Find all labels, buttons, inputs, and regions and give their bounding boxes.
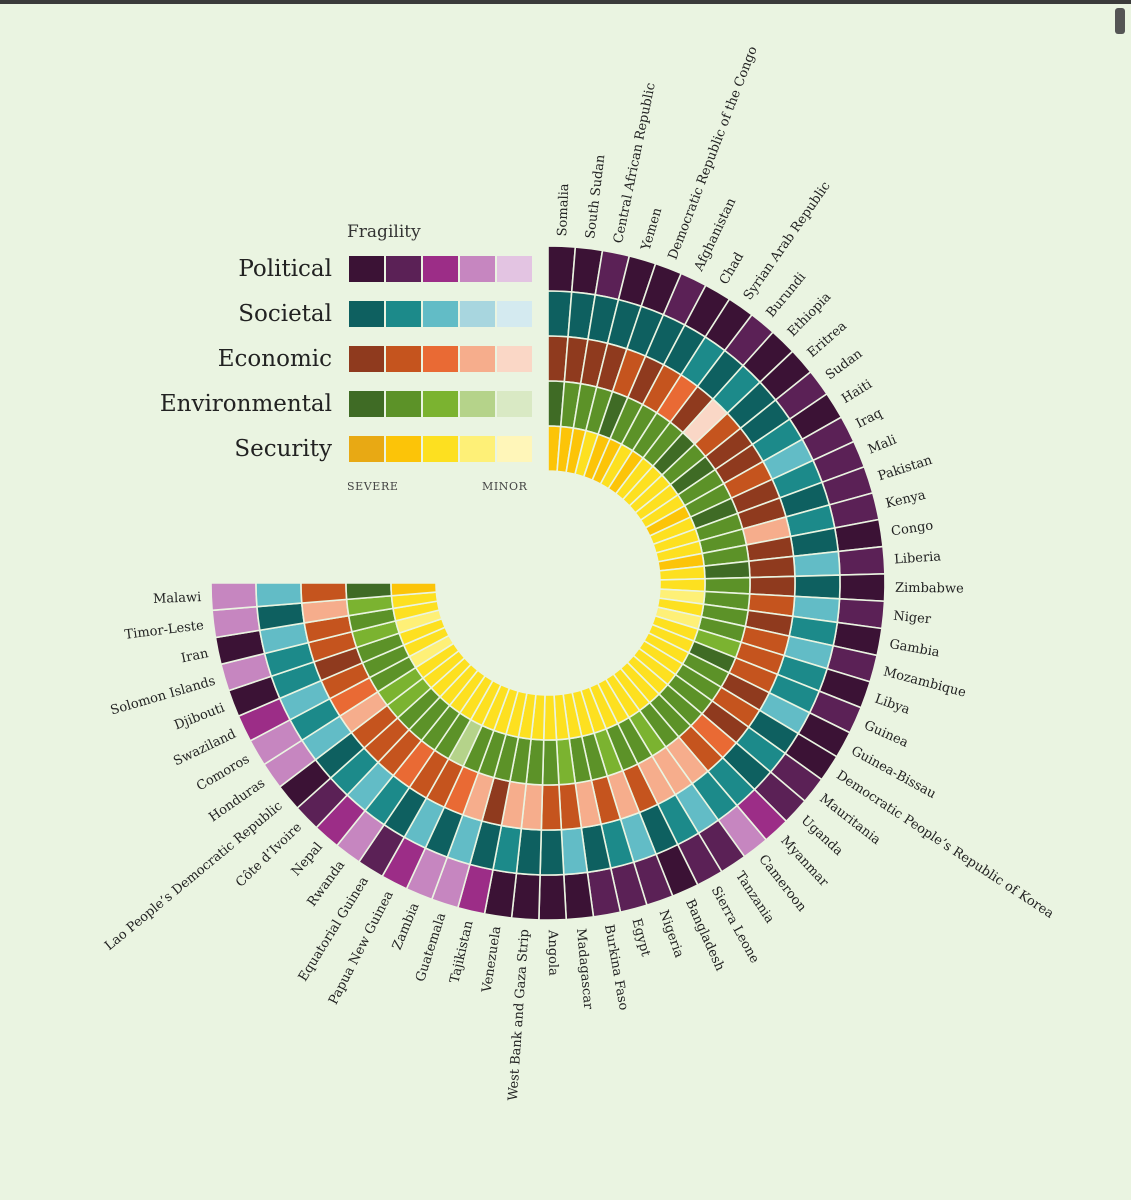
country-label: Liberia: [894, 549, 942, 567]
country-label: Kenya: [884, 488, 927, 512]
cell-societal: [792, 550, 841, 578]
country-label: Angola: [545, 929, 561, 976]
country-label: Sudan: [823, 346, 866, 383]
cell-economic: [748, 575, 796, 598]
country-label: Pakistan: [876, 453, 934, 485]
country-labels: Somalia South Sudan Central African Republ…: [102, 44, 1056, 1101]
country-label: Yemen: [638, 206, 665, 254]
country-label: Equatorial Guinea: [296, 874, 372, 984]
country-label: Mozambique: [882, 665, 968, 701]
cell-political: [210, 582, 258, 612]
cell-environmental: [541, 738, 560, 786]
country-label: Burkina Faso: [601, 923, 631, 1011]
ring-cells: [210, 245, 886, 921]
country-label: Tajikistan: [447, 919, 476, 985]
country-label: Nigeria: [656, 908, 687, 960]
country-label: Somalia: [555, 183, 572, 237]
cell-societal: [539, 828, 565, 876]
country-label: Timor-Leste: [124, 618, 205, 643]
scrollbar-thumb[interactable]: [1115, 8, 1125, 34]
country-label: Malawi: [153, 590, 202, 607]
country-label: Zambia: [390, 901, 423, 953]
cell-political: [837, 545, 886, 576]
cell-environmental: [345, 582, 393, 601]
country-label: Chad: [717, 250, 747, 287]
country-label: Venezuela: [480, 925, 505, 994]
cell-political: [547, 245, 577, 293]
country-label: Iraq: [854, 406, 885, 432]
country-label: Mali: [866, 432, 899, 457]
cell-political: [538, 873, 568, 921]
cell-security: [390, 582, 438, 597]
cell-societal: [255, 582, 303, 608]
country-label: Djibouti: [172, 701, 226, 734]
country-label: Gambia: [888, 637, 941, 661]
country-label: Eritrea: [805, 319, 850, 361]
country-label: West Bank and Gaza Strip: [506, 929, 533, 1102]
country-label: Egypt: [629, 917, 654, 959]
cell-political: [838, 573, 886, 603]
country-label: Libya: [873, 692, 912, 718]
window-top-bar: [0, 0, 1131, 4]
country-label: Iran: [180, 646, 211, 666]
country-label: Zimbabwe: [895, 581, 964, 597]
country-label: Congo: [890, 518, 934, 539]
country-label: Guinea: [862, 718, 911, 751]
country-label: Guatemala: [413, 911, 449, 984]
cell-societal: [793, 574, 841, 600]
country-label: Niger: [893, 609, 933, 628]
country-label: Democratic People’s Republic of Korea: [833, 768, 1056, 922]
cell-economic: [540, 783, 563, 831]
cell-security: [542, 693, 558, 741]
cell-economic: [300, 582, 348, 604]
country-label: Madagascar: [573, 928, 596, 1011]
cell-political: [562, 871, 595, 921]
country-label: Papua New Guinea: [326, 888, 397, 1007]
country-label: South Sudan: [583, 153, 608, 239]
country-label: Nepal: [289, 840, 326, 879]
country-label: Haiti: [839, 377, 875, 407]
